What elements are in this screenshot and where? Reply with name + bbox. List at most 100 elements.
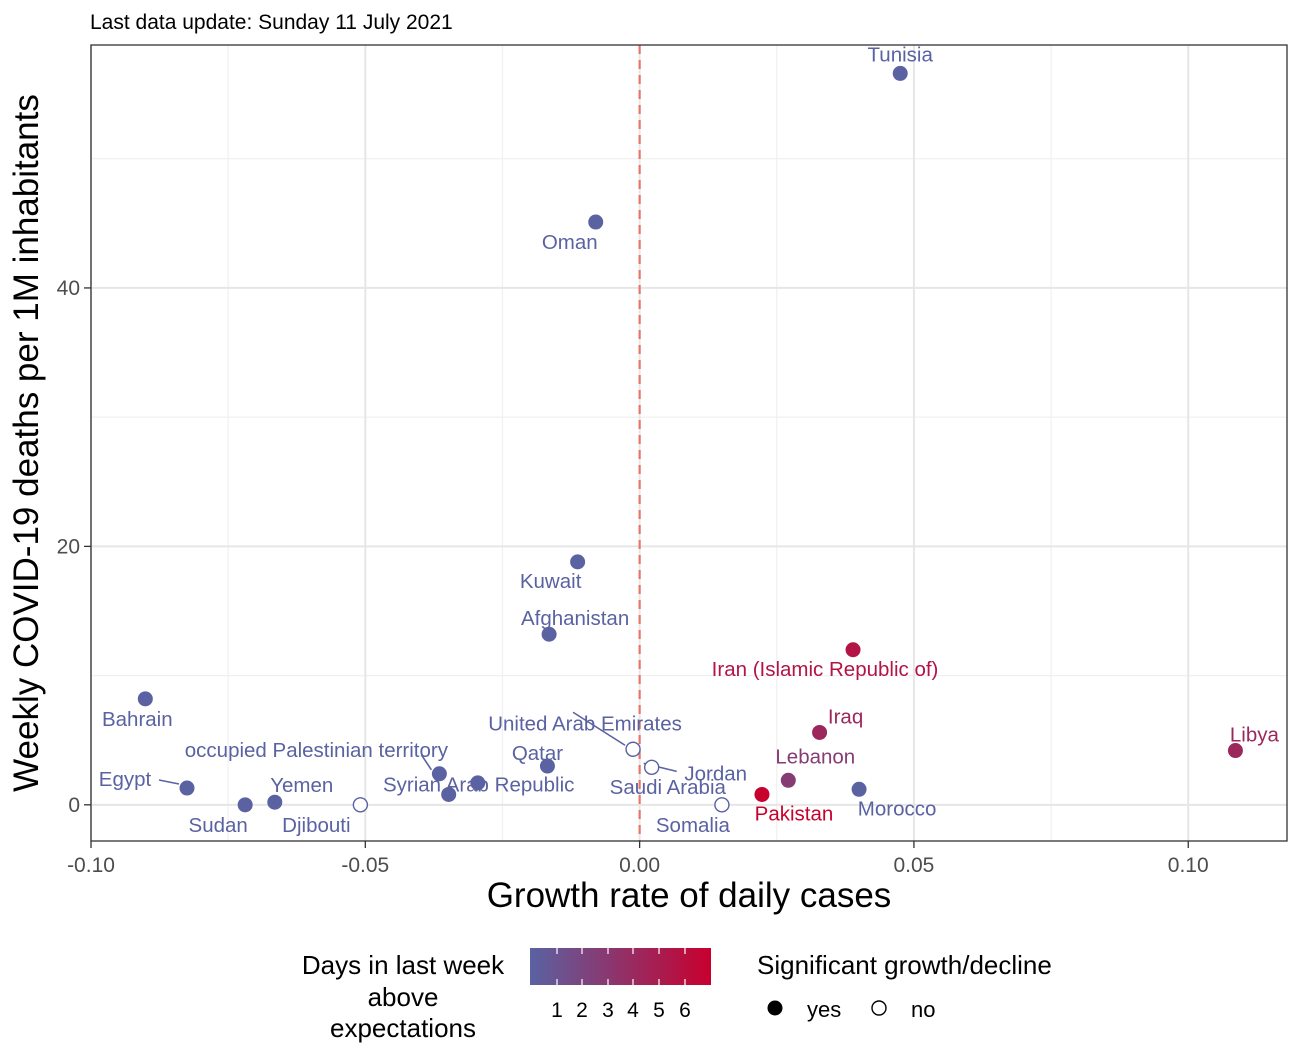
color-legend-title: Days in last week <box>302 950 505 980</box>
label-leader-line <box>420 754 433 771</box>
grid-lines <box>90 45 1287 841</box>
point-label: Morocco <box>858 797 937 820</box>
point-label: Sudan <box>189 814 248 837</box>
point-group: Kuwait <box>520 554 586 593</box>
point-marker <box>570 554 586 570</box>
x-tick-label: 0.05 <box>893 854 934 877</box>
point-marker <box>352 797 369 813</box>
point-marker <box>845 642 861 658</box>
point-marker <box>588 214 604 230</box>
point-marker <box>431 766 447 782</box>
point-marker <box>754 786 770 802</box>
point-marker <box>470 775 486 791</box>
point-group: Djibouti <box>282 797 369 837</box>
x-tick-label: 0.00 <box>619 854 660 877</box>
label-leader-line <box>158 779 180 785</box>
color-bar <box>530 948 711 985</box>
point-marker <box>539 758 555 774</box>
point-group: Syrian Arab Republic <box>383 773 574 802</box>
point-marker <box>179 780 195 796</box>
point-marker <box>1227 743 1243 759</box>
y-axis-label: Weekly COVID-19 deaths per 1M inhabitant… <box>7 94 46 792</box>
point-marker <box>267 794 283 810</box>
point-label: Bahrain <box>102 708 173 731</box>
color-bar-label: 2 <box>576 999 588 1022</box>
point-group: Yemen <box>267 774 333 810</box>
point-label: United Arab Emirates <box>488 712 682 735</box>
color-bar-label: 3 <box>602 999 614 1022</box>
label-leader-line <box>572 711 626 746</box>
point-marker <box>780 772 796 788</box>
x-tick-label: 0.10 <box>1168 854 1209 877</box>
point-label: Saudi Arabia <box>610 776 727 799</box>
color-bar-label: 5 <box>653 999 665 1022</box>
point-group: Afghanistan <box>521 607 629 642</box>
data-points: Tunisia Oman Kuwait Afghanistan Iran (Islami… <box>99 43 1280 836</box>
point-label: Tunisia <box>868 43 934 66</box>
legend-yes-marker <box>767 1000 783 1016</box>
point-label: occupied Palestinian territory <box>185 739 449 762</box>
point-group: Iraq <box>812 705 863 740</box>
point-group: Pakistan <box>754 786 834 825</box>
point-label: Pakistan <box>755 802 834 825</box>
point-group: Tunisia <box>868 43 934 81</box>
point-group: Lebanon <box>775 745 855 788</box>
color-bar-label: 4 <box>627 999 639 1022</box>
point-group: Libya <box>1227 724 1280 759</box>
x-axis: -0.10 -0.05 0.00 0.05 0.10 <box>67 841 1209 877</box>
point-group: Morocco <box>851 781 937 820</box>
point-marker <box>541 626 557 642</box>
point-group: Sudan <box>189 797 253 837</box>
point-label: Syrian Arab Republic <box>383 773 574 796</box>
point-group: United Arab Emirates <box>488 711 682 757</box>
y-tick-label: 40 <box>57 277 80 300</box>
point-label: Yemen <box>270 774 333 797</box>
color-legend-title: above <box>368 982 439 1012</box>
point-marker <box>812 724 828 740</box>
point-group: Somalia <box>656 797 731 837</box>
point-group: Qatar <box>512 742 563 774</box>
point-label: Iraq <box>828 705 863 728</box>
point-group: Egypt <box>99 768 195 796</box>
point-label: Lebanon <box>775 745 855 768</box>
legend-no-marker <box>871 1000 887 1016</box>
chart-subtitle: Last data update: Sunday 11 July 2021 <box>90 11 453 34</box>
shape-legend-label: yes <box>807 997 841 1022</box>
point-label: Afghanistan <box>521 607 629 630</box>
point-group: Oman <box>542 214 604 254</box>
x-axis-label: Growth rate of daily cases <box>487 876 892 915</box>
point-marker <box>137 691 153 707</box>
point-marker <box>851 781 867 797</box>
x-tick-label: -0.10 <box>67 854 115 877</box>
point-group: occupied Palestinian territory <box>185 739 449 782</box>
point-group: Iran (Islamic Republic of) <box>712 642 939 681</box>
color-bar-label: 6 <box>679 999 691 1022</box>
point-marker <box>625 741 641 757</box>
y-tick-label: 20 <box>57 535 80 558</box>
point-group: Saudi Arabia <box>470 775 726 799</box>
shape-legend-label: no <box>911 997 935 1022</box>
point-label: Iran (Islamic Republic of) <box>712 658 939 681</box>
x-tick-label: -0.05 <box>341 854 389 877</box>
point-label: Qatar <box>512 742 563 765</box>
point-group: Bahrain <box>102 691 173 731</box>
point-label: Kuwait <box>520 570 582 593</box>
point-label: Somalia <box>656 814 731 837</box>
point-label: Libya <box>1230 724 1280 747</box>
point-label: Egypt <box>99 768 152 791</box>
shape-legend-title: Significant growth/decline <box>757 950 1052 980</box>
y-tick-label: 0 <box>68 794 80 817</box>
color-legend-title: expectations <box>330 1013 476 1043</box>
point-group: Jordan <box>643 759 747 785</box>
point-marker <box>643 759 660 776</box>
point-marker <box>237 797 253 813</box>
color-bar-label: 1 <box>551 999 563 1022</box>
point-label: Jordan <box>684 762 747 785</box>
y-axis: 0 20 40 <box>57 277 91 817</box>
point-label: Oman <box>542 231 598 254</box>
point-marker <box>441 786 457 802</box>
point-label: Djibouti <box>282 814 350 837</box>
plot-border <box>90 44 1288 842</box>
